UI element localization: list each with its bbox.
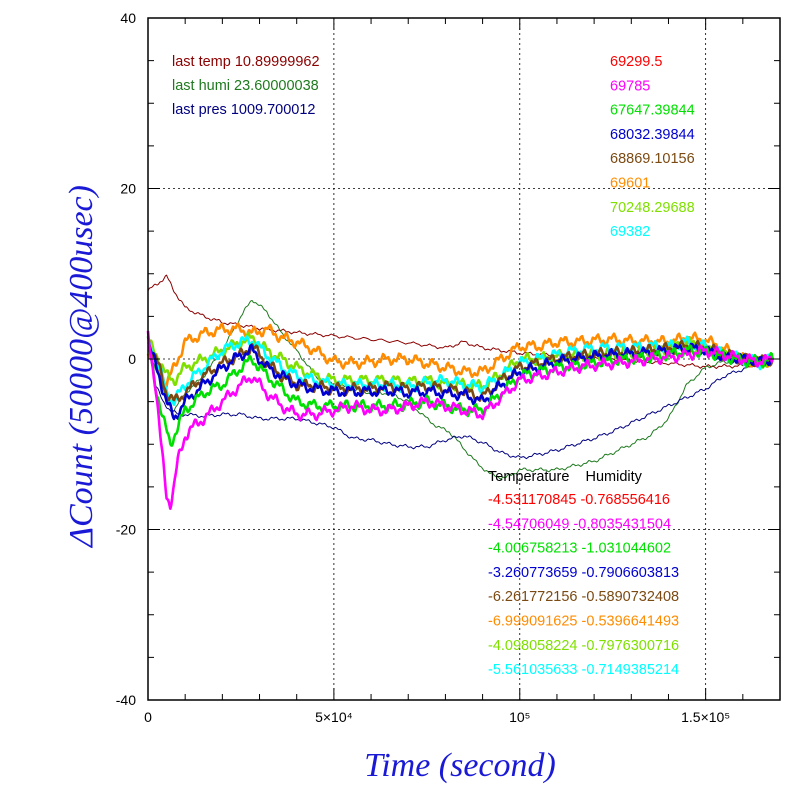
series-lines (146, 274, 774, 511)
y-tick-label: -40 (116, 692, 136, 708)
annotation-right: 70248.29688 (610, 200, 695, 216)
annotations: last temp 10.89999962 last humi 23.600000… (172, 54, 695, 678)
coefficient-header: Temperature Humidity (488, 469, 643, 485)
coefficient-row: -3.260773659 -0.7906603813 (488, 565, 679, 581)
coefficient-row: -5.561035633 -0.7149385214 (488, 662, 679, 678)
annotation-left: last pres 1009.700012 (172, 102, 316, 118)
annotation-right: 69785 (610, 78, 650, 94)
coefficient-row: -4.54706049 -0.8035431504 (488, 516, 671, 532)
x-tick-label: 5×10⁴ (315, 709, 353, 725)
axis-ticks (147, 17, 781, 701)
series-line (147, 339, 774, 403)
annotation-left: last temp 10.89999962 (172, 54, 320, 70)
y-tick-label: 40 (120, 10, 136, 26)
tick-labels: 40 20 0 -20 -40 0 5×10⁴ 10⁵ 1.5×10⁵ (116, 10, 730, 725)
series-line (147, 341, 774, 421)
x-tick-label: 1.5×10⁵ (681, 709, 730, 725)
annotation-right: 69601 (610, 176, 650, 192)
x-axis-title: Time (second) (364, 747, 556, 784)
annotation-right: 69382 (610, 224, 650, 240)
annotation-right: 67647.39844 (610, 103, 695, 119)
y-axis-title: ΔCount (50000@400usec) (63, 185, 100, 549)
annotation-right: 69299.5 (610, 54, 662, 70)
annotation-left: last humi 23.60000038 (172, 78, 319, 94)
y-tick-label: 20 (120, 181, 136, 197)
annotation-right: 68869.10156 (610, 151, 695, 167)
coefficient-row: -4.098058224 -0.797630071​6 (488, 638, 679, 654)
coefficient-row: -6.999091625 -0.5396641493 (488, 614, 679, 630)
y-tick-label: 0 (128, 351, 136, 367)
coefficient-row: -4.531170845 -0.768556416 (488, 492, 670, 508)
series-line (146, 330, 774, 511)
x-tick-label: 0 (144, 709, 152, 725)
series-line (147, 300, 773, 480)
annotation-right: 68032.39844 (610, 127, 695, 143)
y-tick-label: -20 (116, 522, 136, 538)
x-tick-label: 10⁵ (509, 709, 530, 725)
coefficient-row: -6.261772156 -0.5890732408 (488, 589, 679, 605)
coefficient-row: -4.006758213 -1.031044602 (488, 541, 671, 557)
